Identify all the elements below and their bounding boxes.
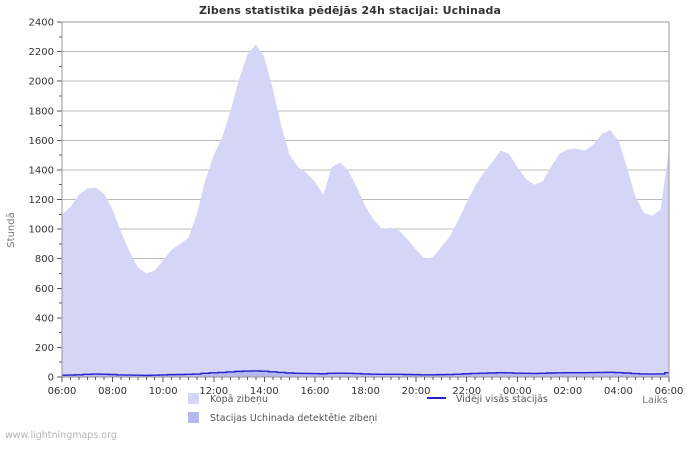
legend-label: Vidēji visās stacijās — [456, 394, 548, 405]
y-axis-tick-label: 0 — [48, 373, 54, 384]
x-axis-title: Laiks — [642, 395, 667, 406]
y-axis-tick-label: 1200 — [29, 195, 54, 206]
x-axis-tick-labels: 06:00 08:00 10:00 12:00 14:00 16:00 18:00 20:00… — [48, 386, 684, 397]
x-axis-tick-label: 18:00 — [351, 386, 380, 397]
y-axis-tick-label: 200 — [35, 343, 54, 354]
x-axis-tick-label: 14:00 — [250, 386, 279, 397]
legend-item-1[interactable]: Stacijas Uchinada detektētie zibeņi — [188, 412, 377, 424]
x-axis-tick-label: 02:00 — [553, 386, 582, 397]
x-axis-tick-label: 10:00 — [149, 386, 178, 397]
x-axis-tick-label: 04:00 — [604, 386, 633, 397]
x-axis-tick-label: 08:00 — [98, 386, 127, 397]
legend-item-0[interactable]: Kopā zibeņu — [188, 393, 268, 405]
legend-label: Stacijas Uchinada detektētie zibeņi — [210, 413, 377, 424]
legend-swatch-icon — [188, 393, 199, 404]
y-axis-tick-label: 2200 — [29, 47, 54, 58]
y-axis-title: Stundā — [6, 212, 17, 247]
x-axis-tick-label: 20:00 — [402, 386, 431, 397]
x-axis-tick-label: 12:00 — [199, 386, 228, 397]
y-axis-tick-labels: 0 200 400 600 800 1000 1200 1400 1600 1800 2000 220… — [29, 18, 54, 384]
y-axis-tick-label: 2400 — [29, 18, 54, 29]
area-series-0 — [62, 44, 669, 377]
y-axis-tick-label: 2000 — [29, 77, 54, 88]
y-axis-ticks — [57, 21, 62, 378]
y-axis-tick-label: 800 — [35, 254, 54, 265]
page-title: Zibens statistika pēdējās 24h stacijai: … — [198, 4, 501, 17]
x-axis-tick-label: 06:00 — [48, 386, 77, 397]
chart-legend: Kopā zibeņu Stacijas Uchinada detektētie … — [188, 393, 548, 424]
x-axis-tick-label: 06:00 — [655, 386, 684, 397]
area-series-group — [62, 44, 669, 377]
legend-label: Kopā zibeņu — [210, 394, 268, 405]
legend-item-2[interactable]: Vidēji visās stacijās — [427, 394, 548, 405]
average-line-series — [62, 370, 669, 377]
x-axis-tick-label: 22:00 — [452, 386, 481, 397]
x-axis-ticks — [61, 377, 670, 382]
y-axis-tick-label: 1400 — [29, 165, 54, 176]
y-axis-tick-label: 600 — [35, 284, 54, 295]
watermark: www.lightningmaps.org — [5, 430, 117, 441]
y-axis-tick-label: 1000 — [29, 225, 54, 236]
y-axis-tick-label: 1600 — [29, 136, 54, 147]
legend-swatch-icon — [188, 412, 199, 423]
line-series-group — [62, 370, 669, 377]
x-axis-tick-label: 16:00 — [301, 386, 330, 397]
x-axis-tick-label: 00:00 — [503, 386, 532, 397]
y-axis-tick-label: 1800 — [29, 106, 54, 117]
y-axis-tick-label: 400 — [35, 313, 54, 324]
